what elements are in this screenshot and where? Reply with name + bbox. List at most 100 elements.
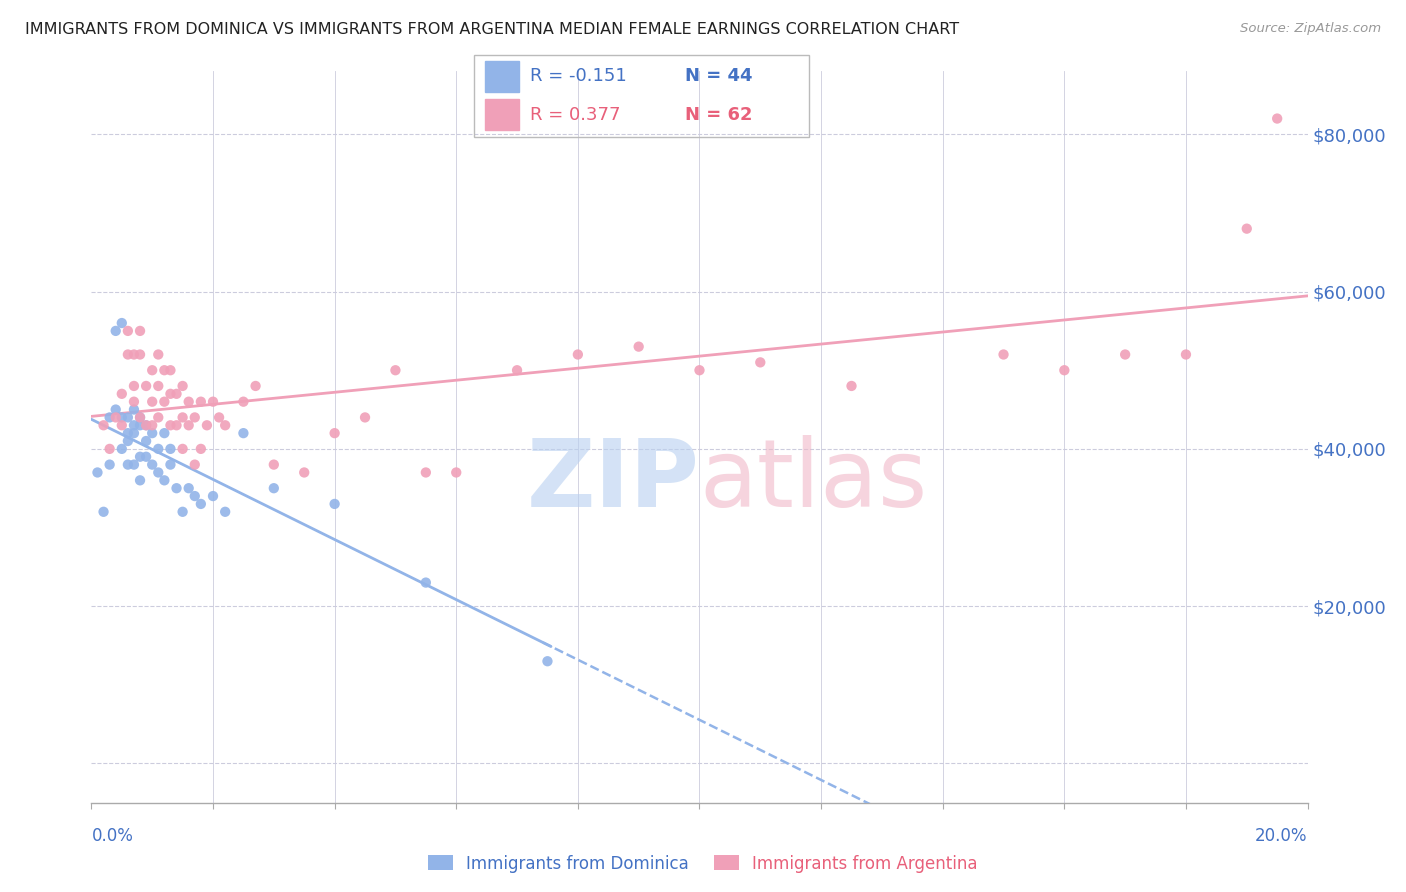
Point xyxy=(104,410,127,425)
Point xyxy=(148,410,170,425)
Point xyxy=(415,466,437,480)
Point xyxy=(195,418,218,433)
Point xyxy=(444,466,467,480)
Point xyxy=(129,347,152,361)
Point xyxy=(172,442,194,456)
Point xyxy=(122,458,145,472)
Point xyxy=(135,450,157,464)
Point xyxy=(232,426,254,441)
Point xyxy=(1265,112,1288,126)
Point xyxy=(135,418,157,433)
Point xyxy=(141,426,163,441)
Point xyxy=(117,324,139,338)
Point xyxy=(202,394,225,409)
Point xyxy=(129,410,152,425)
Legend: Immigrants from Dominica, Immigrants from Argentina: Immigrants from Dominica, Immigrants fro… xyxy=(422,848,984,880)
Point xyxy=(688,363,710,377)
Text: R = 0.377: R = 0.377 xyxy=(530,105,620,123)
Text: N = 44: N = 44 xyxy=(685,68,752,86)
Point xyxy=(184,458,207,472)
Point xyxy=(214,505,236,519)
Point xyxy=(122,418,145,433)
Point xyxy=(135,418,157,433)
Point xyxy=(323,497,346,511)
Point xyxy=(117,347,139,361)
Point xyxy=(148,347,170,361)
Point xyxy=(98,458,121,472)
Point xyxy=(148,442,170,456)
Point xyxy=(98,410,121,425)
Point xyxy=(172,379,194,393)
Point xyxy=(166,418,188,433)
Point xyxy=(148,379,170,393)
Point xyxy=(384,363,406,377)
Point xyxy=(141,418,163,433)
Point xyxy=(111,316,134,330)
Point xyxy=(117,458,139,472)
Bar xyxy=(485,99,519,130)
Point xyxy=(172,410,194,425)
Point xyxy=(117,426,139,441)
Point xyxy=(323,426,346,441)
Point xyxy=(749,355,772,369)
Point xyxy=(93,418,115,433)
Point xyxy=(177,394,200,409)
Point xyxy=(117,410,139,425)
Point xyxy=(159,418,181,433)
Point xyxy=(111,442,134,456)
Point xyxy=(536,654,558,668)
Point xyxy=(159,363,181,377)
Point xyxy=(415,575,437,590)
Point xyxy=(122,426,145,441)
Point xyxy=(841,379,863,393)
Point xyxy=(1174,347,1197,361)
Point xyxy=(153,363,176,377)
Point xyxy=(190,497,212,511)
Point xyxy=(129,410,152,425)
Point xyxy=(166,481,188,495)
Point xyxy=(1114,347,1136,361)
Bar xyxy=(485,62,519,92)
Point xyxy=(190,394,212,409)
Point xyxy=(159,442,181,456)
Text: IMMIGRANTS FROM DOMINICA VS IMMIGRANTS FROM ARGENTINA MEDIAN FEMALE EARNINGS COR: IMMIGRANTS FROM DOMINICA VS IMMIGRANTS F… xyxy=(25,22,959,37)
Point xyxy=(993,347,1015,361)
Point xyxy=(122,394,145,409)
Point xyxy=(263,458,285,472)
Point xyxy=(122,402,145,417)
Point xyxy=(567,347,589,361)
Point xyxy=(129,324,152,338)
Point xyxy=(129,473,152,487)
Text: 0.0%: 0.0% xyxy=(91,827,134,845)
Point xyxy=(129,450,152,464)
Point xyxy=(111,387,134,401)
Text: ZIP: ZIP xyxy=(527,435,699,527)
Point xyxy=(1053,363,1076,377)
Point xyxy=(177,481,200,495)
Point xyxy=(117,434,139,448)
Point xyxy=(153,473,176,487)
Text: Source: ZipAtlas.com: Source: ZipAtlas.com xyxy=(1240,22,1381,36)
Point xyxy=(202,489,225,503)
Point xyxy=(627,340,650,354)
Point xyxy=(159,387,181,401)
Point xyxy=(153,426,176,441)
Point xyxy=(184,410,207,425)
Point xyxy=(98,442,121,456)
Point xyxy=(86,466,108,480)
Point xyxy=(506,363,529,377)
Text: R = -0.151: R = -0.151 xyxy=(530,68,626,86)
Point xyxy=(159,458,181,472)
Point xyxy=(122,347,145,361)
Point xyxy=(354,410,377,425)
Point xyxy=(93,505,115,519)
Point xyxy=(135,434,157,448)
Point xyxy=(111,410,134,425)
Point xyxy=(177,418,200,433)
Point xyxy=(129,418,152,433)
Point xyxy=(214,418,236,433)
Text: 20.0%: 20.0% xyxy=(1256,827,1308,845)
Point xyxy=(184,489,207,503)
Point xyxy=(263,481,285,495)
Point xyxy=(172,505,194,519)
